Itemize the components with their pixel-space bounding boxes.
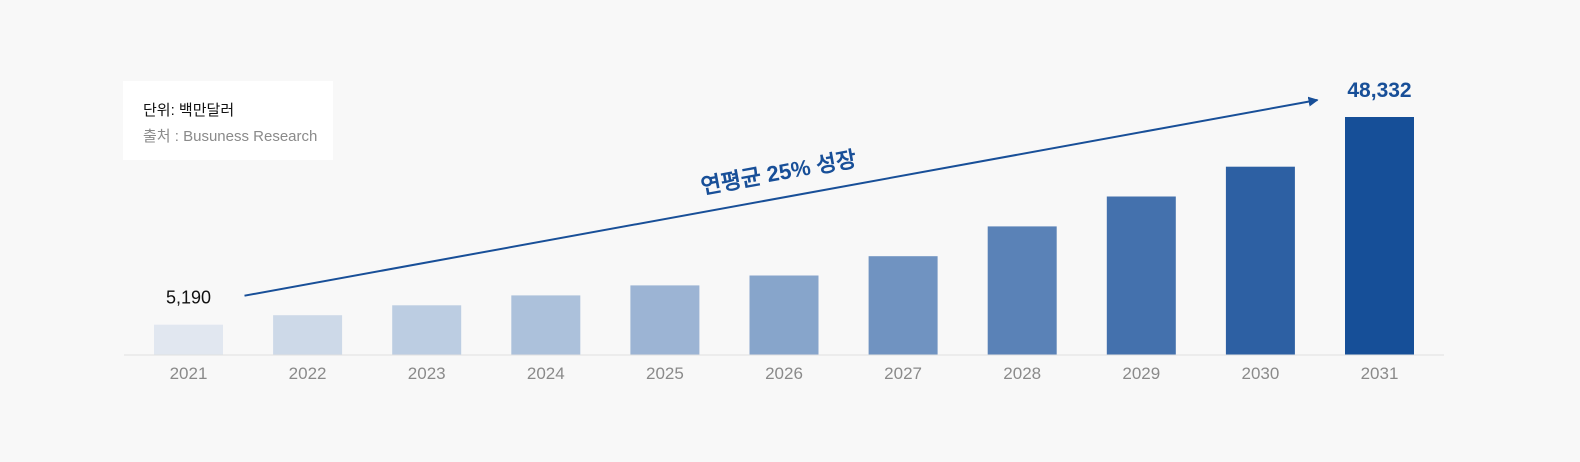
data-label-2021: 5,190 <box>166 288 211 308</box>
bar-2027 <box>868 256 938 355</box>
bar-2029 <box>1106 196 1176 355</box>
bar-2028 <box>987 226 1057 355</box>
bar-2024 <box>511 295 581 355</box>
bar-2025 <box>630 285 700 355</box>
x-tick-label: 2022 <box>289 364 327 383</box>
x-tick-label: 2021 <box>170 364 208 383</box>
unit-label: 단위: 백만달러 <box>143 102 235 119</box>
x-tick-label: 2029 <box>1122 364 1160 383</box>
bar-2031 <box>1345 117 1414 355</box>
x-tick-label: 2025 <box>646 364 684 383</box>
bar-2023 <box>392 305 462 355</box>
data-label-2031: 48,332 <box>1347 79 1411 102</box>
x-tick-label: 2023 <box>408 364 446 383</box>
growth-arrow <box>244 96 1319 297</box>
source-label: 출처 : Busuness Research <box>143 128 318 145</box>
bar-2021 <box>154 324 223 355</box>
x-tick-label: 2024 <box>527 364 565 383</box>
x-tick-label: 2027 <box>884 364 922 383</box>
x-tick-label: 2030 <box>1241 364 1279 383</box>
legend-box: 단위: 백만달러 출처 : Busuness Research <box>123 81 333 160</box>
bar-2026 <box>749 275 819 355</box>
growth-annotation: 연평균 25% 성장 <box>699 146 858 199</box>
bar-2030 <box>1225 166 1295 355</box>
x-tick-label: 2031 <box>1361 364 1399 383</box>
bar-2022 <box>273 315 343 355</box>
x-tick-label: 2028 <box>1003 364 1041 383</box>
x-tick-label: 2026 <box>765 364 803 383</box>
